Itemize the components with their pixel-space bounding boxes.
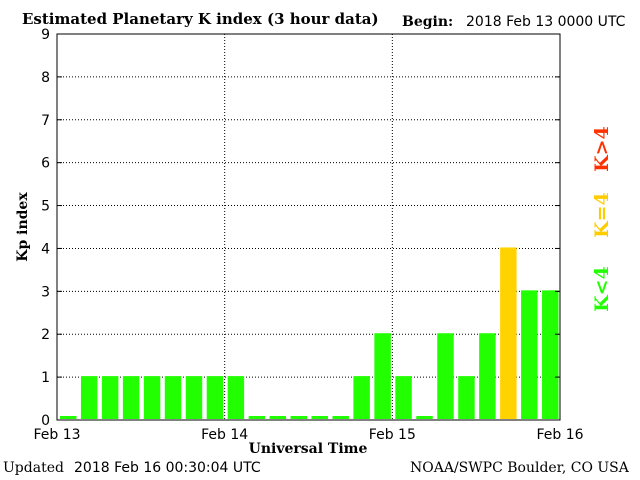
x-tick-label: Feb 15 [369, 427, 416, 443]
kp-bar [500, 247, 517, 419]
bars [60, 247, 559, 419]
x-tick-label: Feb 16 [536, 427, 583, 443]
y-tick-label: 0 [41, 413, 50, 429]
begin-label: Begin: [402, 14, 454, 30]
y-tick-label: 5 [41, 199, 50, 215]
legend-k-below-4: K<4 [591, 266, 613, 312]
begin-value: 2018 Feb 13 0000 UTC [466, 14, 626, 30]
kp-bar [164, 376, 182, 419]
kp-bar [521, 290, 538, 419]
kp-bar [80, 376, 98, 419]
legend-k-above-4: K>4 [591, 126, 613, 172]
kp-bar [353, 376, 370, 419]
y-tick-label: 9 [41, 27, 50, 43]
y-tick-label: 3 [41, 284, 50, 300]
kp-bar [479, 333, 496, 419]
y-tick-label: 7 [41, 113, 50, 129]
legend-k-equals-4: K=4 [591, 192, 613, 238]
x-tick-label: Feb 14 [201, 427, 248, 443]
kp-bar [311, 416, 328, 419]
kp-bar [542, 290, 559, 419]
kp-bar [332, 416, 349, 419]
chart-title: Estimated Planetary K index (3 hour data… [22, 10, 379, 28]
grid-lines [57, 34, 560, 420]
y-axis-label: Kp index [15, 192, 31, 262]
y-tick-label: 4 [41, 241, 50, 257]
kp-bar [143, 376, 161, 419]
y-tick-label: 2 [41, 327, 50, 343]
kp-bar [416, 416, 433, 419]
y-tick-label: 1 [41, 370, 50, 386]
kp-bar [395, 376, 412, 419]
kp-bar [248, 416, 266, 419]
kp-bar [290, 416, 307, 419]
updated-label: Updated [3, 460, 64, 476]
kp-bar [227, 376, 245, 419]
kp-bar [437, 333, 454, 419]
plot-frame [56, 33, 561, 421]
y-tick-label: 6 [41, 156, 50, 172]
x-axis-label: Universal Time [249, 441, 368, 457]
kp-bar [458, 376, 475, 419]
updated-timestamp: 2018 Feb 16 00:30:04 UTC [74, 460, 261, 476]
x-tick-label: Feb 13 [33, 427, 80, 443]
y-tick-label: 8 [41, 70, 50, 86]
kp-bar [206, 376, 224, 419]
kp-bar [185, 376, 203, 419]
ticks [57, 33, 560, 421]
credit-text: NOAA/SWPC Boulder, CO USA [410, 460, 629, 476]
kp-bar [60, 416, 77, 419]
kp-bar [122, 376, 140, 419]
tick-labels: 0 1 2 3 4 5 6 7 8 9 Feb 13 Feb 14 Feb 15 Feb 16 [33, 27, 583, 443]
kp-bar [101, 376, 119, 419]
kp-bar [269, 416, 287, 419]
kp-bar [374, 333, 391, 419]
